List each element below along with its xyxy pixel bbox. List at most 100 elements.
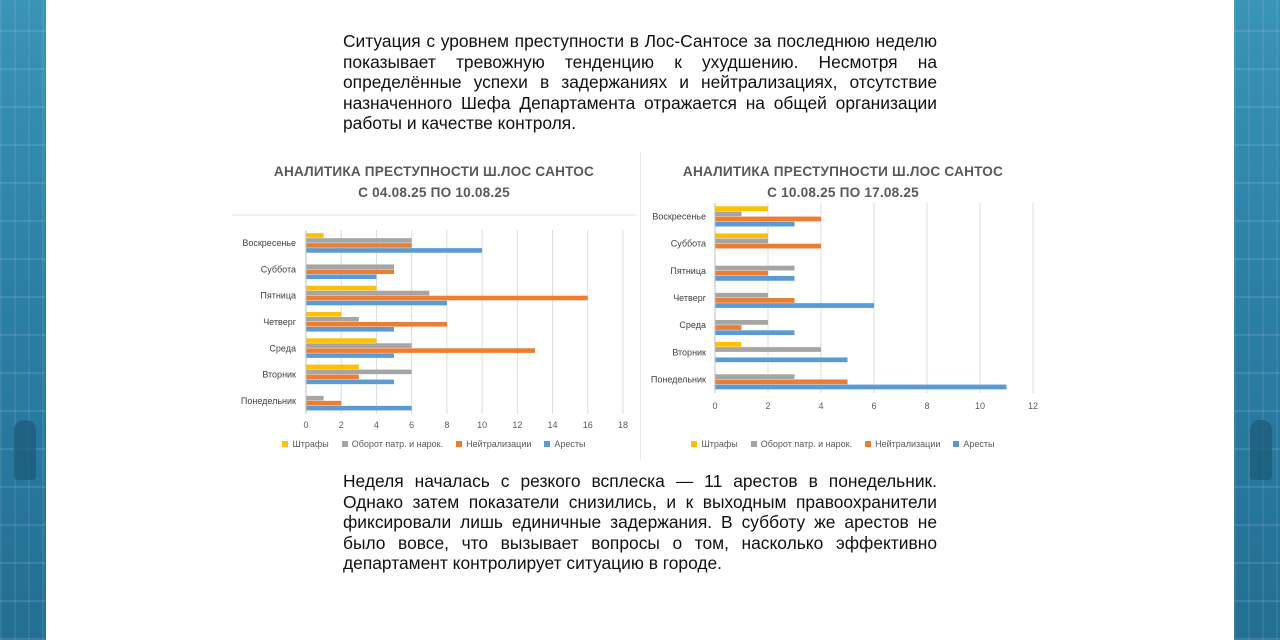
bar-fines [715, 233, 768, 239]
bar-fines [715, 341, 742, 347]
bar-drugs [715, 238, 768, 244]
x-tick-label: 16 [583, 420, 593, 430]
x-tick-label: 8 [924, 401, 929, 411]
bar-arrests [715, 276, 795, 281]
category-label: Среда [269, 343, 296, 353]
bar-fines [306, 233, 324, 238]
bar-neutralizations [715, 325, 742, 330]
bar-drugs [306, 290, 430, 296]
x-tick-label: 12 [1028, 401, 1038, 411]
legend-item-drugs: Оборот патр. и нарок. [750, 439, 853, 449]
x-tick-label: 6 [871, 401, 876, 411]
category-label: Понедельник [651, 374, 706, 384]
bar-drugs [715, 211, 742, 217]
category-label: Среда [679, 320, 706, 330]
legend-item-fines: Штрафы [282, 439, 329, 449]
x-tick-label: 6 [409, 420, 414, 430]
bar-neutralizations [306, 400, 342, 406]
legend-item-neutralizations: Нейтрализации [456, 439, 531, 449]
bar-fines [306, 364, 359, 370]
x-tick-label: 10 [477, 420, 487, 430]
category-label: Вторник [672, 347, 706, 357]
bar-arrests [306, 248, 483, 253]
bar-neutralizations [715, 379, 848, 385]
chart-week-1: АНАЛИТИКА ПРЕСТУПНОСТИ Ш.ЛОС САНТОС С 04… [232, 152, 636, 460]
bar-arrests [715, 357, 848, 363]
bar-fines [306, 285, 377, 291]
x-tick-label: 12 [512, 420, 522, 430]
category-label: Воскресенье [242, 238, 296, 248]
legend-label: Нейтрализации [875, 439, 941, 449]
category-label: Понедельник [241, 396, 296, 406]
right-background-strip [1234, 0, 1280, 640]
chart-title-block: АНАЛИТИКА ПРЕСТУПНОСТИ Ш.ЛОС САНТОС С 04… [232, 161, 636, 203]
left-background-strip [0, 0, 46, 640]
bar-neutralizations [306, 243, 412, 248]
chart-week-2: АНАЛИТИКА ПРЕСТУПНОСТИ Ш.ЛОС САНТОС С 10… [640, 152, 1045, 460]
chart-legend: Штрафы Оборот патр. и нарок. Нейтрализац… [641, 439, 1045, 449]
bar-drugs [715, 347, 821, 352]
legend-label: Оборот патр. и нарок. [760, 439, 853, 449]
bar-neutralizations [306, 295, 588, 301]
category-label: Суббота [261, 264, 296, 274]
intro-paragraph: Ситуация с уровнем преступности в Лос-Са… [343, 31, 937, 134]
bar-drugs [715, 265, 795, 271]
summary-paragraph: Неделя началась с резкого всплеска — 11 … [343, 471, 937, 574]
bar-arrests [715, 221, 795, 227]
category-label: Четверг [263, 317, 297, 327]
bar-drugs [715, 292, 768, 298]
bar-neutralizations [715, 243, 821, 249]
background-figure [1250, 420, 1272, 480]
legend-swatch-neutralizations [456, 441, 463, 447]
bar-neutralizations [715, 270, 768, 276]
bar-arrests [306, 300, 447, 306]
category-label: Воскресенье [652, 212, 706, 222]
chart-plot: 0 2 4 6 8 10 12 Воскресенье Суббота Пятница Четвер… [651, 203, 1038, 411]
legend-swatch-arrests [953, 441, 960, 447]
chart-plot: 0 2 4 6 8 10 12 14 16 18 Воскресенье Суббота Пятница… [232, 214, 636, 430]
chart-legend: Штрафы Оборот патр. и нарок. Нейтрализац… [232, 439, 636, 449]
x-tick-label: 2 [339, 420, 344, 430]
legend-item-neutralizations: Нейтрализации [865, 439, 940, 449]
category-label: Вторник [262, 370, 296, 380]
x-tick-label: 2 [765, 401, 770, 411]
legend-item-drugs: Оборот патр. и нарок. [341, 439, 444, 449]
x-tick-label: 8 [444, 420, 449, 430]
bar-arrests [306, 405, 412, 411]
legend-label: Оборот патр. и нарок. [351, 439, 444, 449]
legend-swatch-fines [282, 441, 289, 447]
bar-neutralizations [306, 348, 535, 353]
x-tick-label: 4 [818, 401, 823, 411]
category-label: Пятница [260, 291, 296, 301]
category-label: Суббота [671, 239, 706, 249]
bar-neutralizations [306, 322, 447, 327]
bar-arrests [715, 384, 1007, 390]
bar-drugs [306, 238, 412, 243]
bar-drugs [306, 317, 359, 322]
legend-label: Штрафы [292, 439, 329, 449]
x-tick-label: 10 [975, 401, 985, 411]
bar-drugs [306, 369, 412, 375]
bar-drugs [715, 319, 768, 325]
category-label: Четверг [673, 293, 707, 303]
bar-neutralizations [715, 298, 795, 303]
chart-subtitle: С 10.08.25 ПО 17.08.25 [767, 185, 919, 200]
bar-neutralizations [306, 269, 395, 275]
legend-label: Аресты [554, 439, 586, 449]
x-tick-label: 14 [548, 420, 558, 430]
bar-arrests [306, 379, 395, 385]
bar-drugs [306, 343, 412, 348]
bar-arrests [306, 353, 395, 358]
legend-label: Нейтрализации [466, 439, 532, 449]
x-tick-label: 0 [712, 401, 717, 411]
chart-title: АНАЛИТИКА ПРЕСТУПНОСТИ Ш.ЛОС САНТОС [273, 164, 595, 179]
bar-arrests [306, 274, 377, 280]
legend-swatch-drugs [341, 441, 348, 447]
bar-fines [306, 312, 342, 317]
x-tick-label: 18 [618, 420, 628, 430]
chart-subtitle: С 04.08.25 ПО 10.08.25 [358, 185, 510, 200]
bar-drugs [715, 374, 795, 380]
background-figure [14, 420, 36, 480]
category-label: Пятница [670, 266, 706, 276]
bar-arrests [715, 303, 874, 308]
